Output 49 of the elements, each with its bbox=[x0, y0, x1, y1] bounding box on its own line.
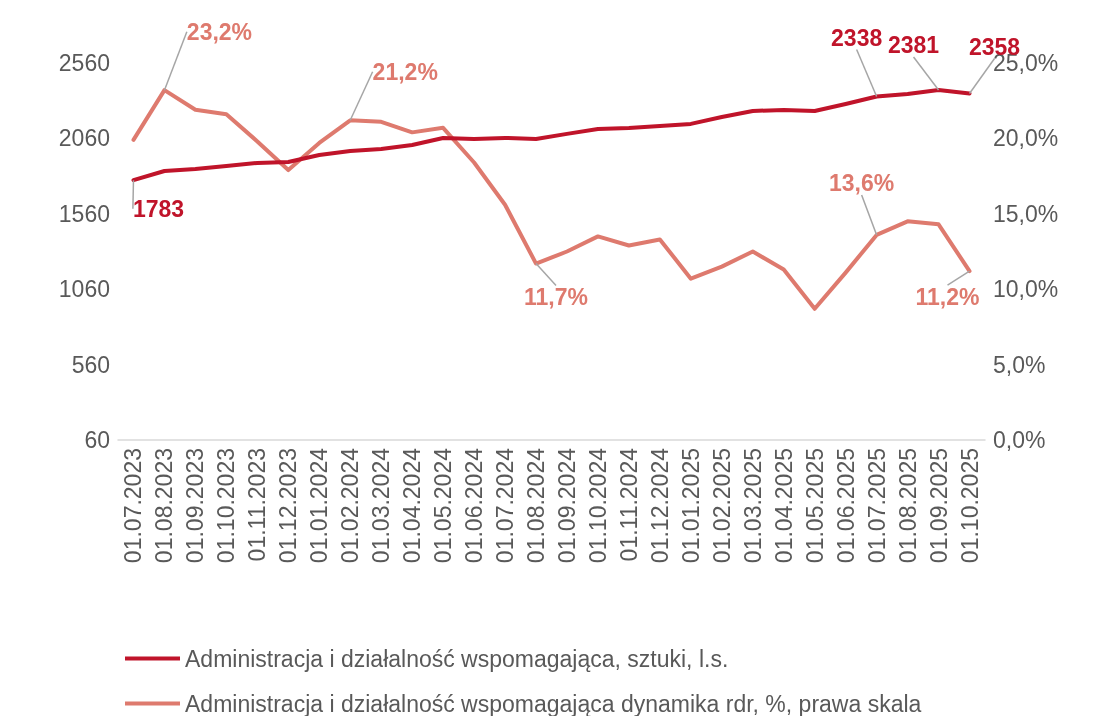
x-tick-label: 01.03.2024 bbox=[368, 447, 395, 564]
legend-label: Administracja i działalność wspomagająca, sztuki, l.s. bbox=[185, 645, 729, 672]
data-label: 11,7% bbox=[524, 284, 588, 311]
y-tick-label: 2560 bbox=[58, 50, 110, 76]
x-tick-label: 01.08.2025 bbox=[894, 448, 921, 564]
x-tick-label: 01.12.2023 bbox=[275, 448, 302, 564]
x-tick-label: 01.07.2025 bbox=[863, 448, 890, 564]
y-tick-label: 60 bbox=[84, 427, 110, 453]
data-label: 2338 bbox=[831, 24, 883, 51]
y2-tick-label: 10,0% bbox=[993, 276, 1059, 303]
x-tick-label: 01.08.2023 bbox=[151, 448, 178, 564]
x-tick-label: 01.01.2025 bbox=[677, 448, 704, 564]
x-tick-label: 01.07.2024 bbox=[492, 447, 519, 564]
x-tick-label: 01.07.2023 bbox=[120, 448, 147, 564]
y2-tick-label: 15,0% bbox=[993, 200, 1059, 227]
x-tick-label: 01.12.2024 bbox=[646, 447, 673, 564]
x-tick-label: 01.09.2024 bbox=[553, 447, 580, 564]
x-tick-label: 01.09.2023 bbox=[182, 448, 209, 564]
data-label: 21,2% bbox=[372, 58, 438, 85]
y2-tick-label: 0,0% bbox=[993, 427, 1046, 453]
x-tick-label: 01.03.2025 bbox=[739, 448, 766, 564]
x-tick-label: 01.02.2025 bbox=[708, 448, 735, 564]
x-tick-label: 01.11.2023 bbox=[244, 448, 271, 562]
data-label: 13,6% bbox=[829, 170, 895, 197]
x-tick-label: 01.06.2024 bbox=[461, 447, 488, 564]
x-tick-label: 01.06.2025 bbox=[832, 448, 859, 564]
data-label: 23,2% bbox=[186, 18, 253, 45]
y-tick-label: 1060 bbox=[58, 276, 110, 303]
x-tick-label: 01.10.2023 bbox=[213, 448, 240, 564]
x-tick-label: 01.01.2024 bbox=[306, 447, 333, 564]
data-label: 2381 bbox=[887, 32, 940, 59]
y-tick-label: 560 bbox=[71, 351, 110, 378]
x-tick-label: 01.05.2024 bbox=[430, 447, 457, 564]
data-label: 1783 bbox=[132, 195, 185, 222]
x-tick-label: 01.10.2025 bbox=[956, 448, 983, 564]
x-tick-label: 01.02.2024 bbox=[337, 447, 364, 564]
y2-tick-label: 20,0% bbox=[993, 125, 1059, 152]
y-tick-label: 2060 bbox=[58, 125, 110, 152]
legend-label: Administracja i działalność wspomagająca dynamika rdr, %, prawa skala bbox=[185, 690, 922, 716]
y-tick-label: 1560 bbox=[58, 200, 110, 227]
x-tick-label: 01.09.2025 bbox=[925, 448, 952, 564]
x-tick-label: 01.04.2025 bbox=[770, 448, 797, 564]
y2-tick-label: 5,0% bbox=[993, 351, 1046, 378]
x-tick-label: 01.04.2024 bbox=[399, 447, 426, 564]
data-label: 11,2% bbox=[915, 283, 980, 310]
x-tick-label: 01.11.2024 bbox=[615, 447, 642, 562]
x-tick-label: 01.10.2024 bbox=[584, 447, 611, 564]
x-tick-label: 01.05.2025 bbox=[801, 448, 828, 564]
x-tick-label: 01.08.2024 bbox=[523, 447, 550, 564]
